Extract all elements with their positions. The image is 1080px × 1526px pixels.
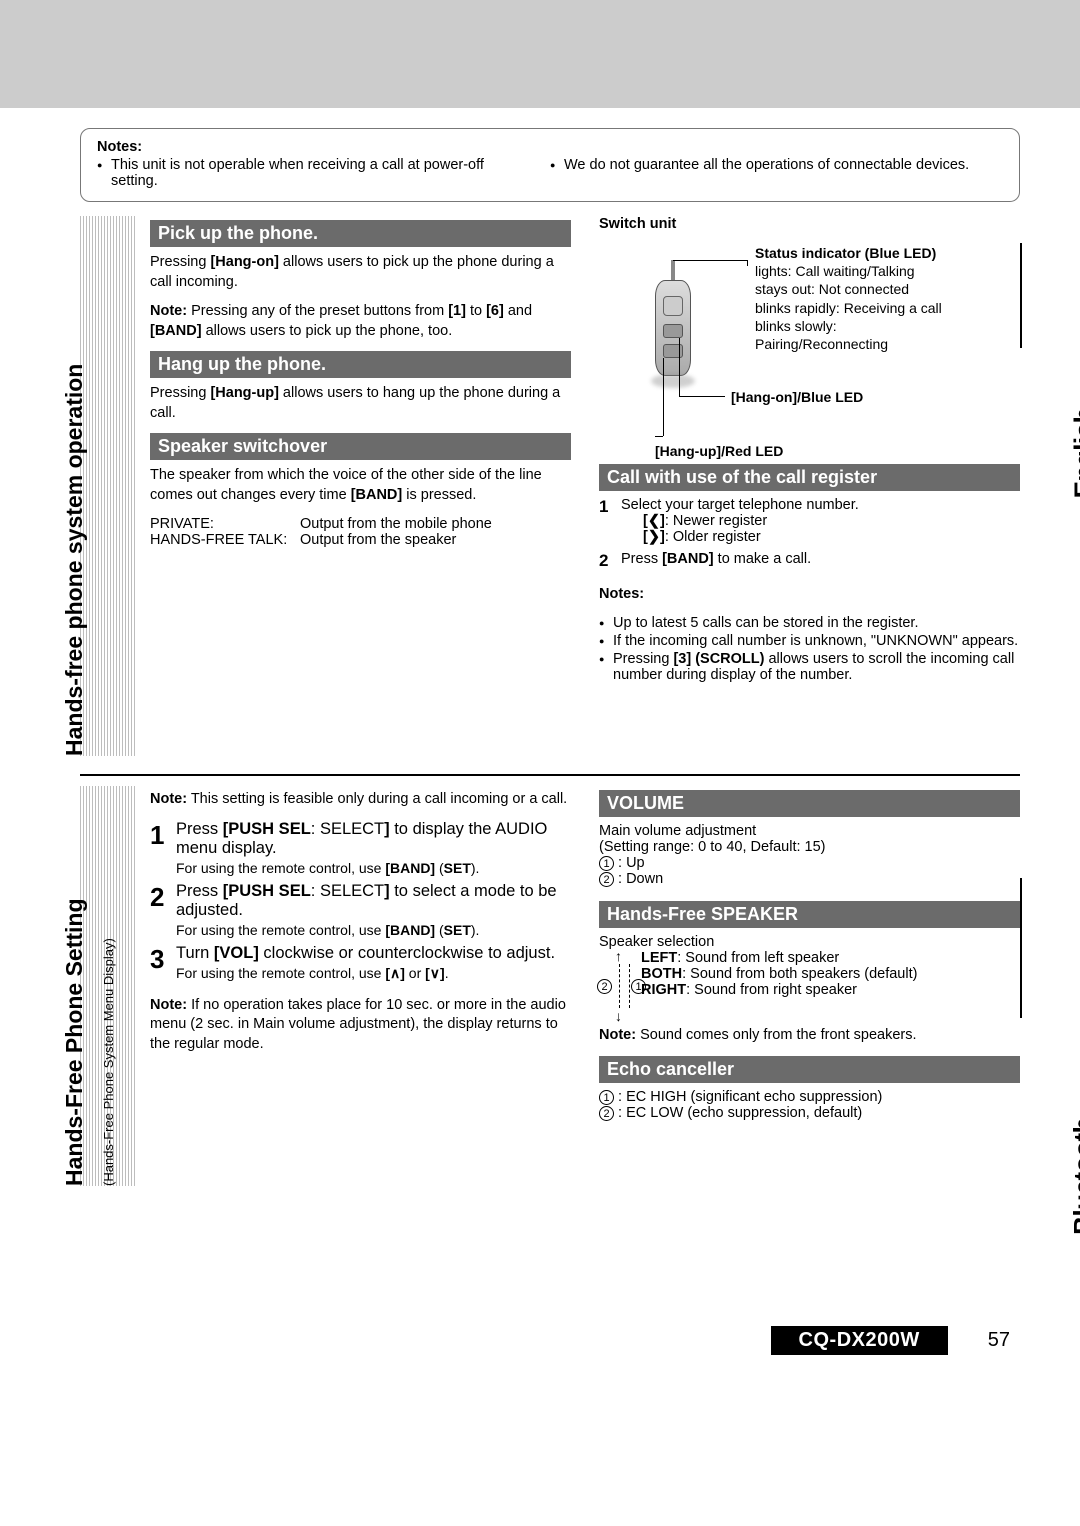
- echo-l2: 2 : EC LOW (echo suppression, default): [599, 1105, 1020, 1121]
- vstrip-operation-label: Hands-free phone system operation: [61, 364, 88, 756]
- call-reg-note3: Pressing [3] (SCROLL) allows users to sc…: [599, 651, 1020, 683]
- volume-l2: (Setting range: 0 to 40, Default: 15): [599, 839, 1020, 855]
- col-right-1: Switch unit Status indicator (Blue: [599, 216, 1020, 756]
- top-notes-title: Notes:: [97, 139, 1003, 155]
- speaker-switchover-text: The speaker from which the voice of the …: [150, 466, 571, 505]
- setting-step1: 1 Press [PUSH SEL: SELECT] to display th…: [150, 820, 571, 876]
- bar-pickup: Pick up the phone.: [150, 220, 571, 247]
- kv-private: PRIVATE:Output from the mobile phone: [150, 516, 571, 532]
- call-reg-notes-title: Notes:: [599, 586, 644, 602]
- col-right-2: VOLUME Main volume adjustment (Setting r…: [599, 786, 1020, 1186]
- top-note-left: This unit is not operable when receiving…: [111, 157, 530, 189]
- call-reg-note2: If the incoming call number is unknown, …: [599, 633, 1020, 649]
- top-notes-box: Notes: This unit is not operable when re…: [80, 128, 1020, 202]
- setting-intro-note: Note: This setting is feasible only duri…: [150, 790, 571, 810]
- divider-1: [80, 774, 1020, 776]
- remote-illustration: [647, 268, 699, 388]
- call-reg-step1: 1 Select your target telephone number. […: [599, 497, 1020, 545]
- header-grey-band: [0, 0, 1080, 108]
- kv-handsfree: HANDS-FREE TALK:Output from the speaker: [150, 532, 571, 548]
- bar-speaker-switchover: Speaker switchover: [150, 433, 571, 460]
- side-tab-bluetooth-line: [1020, 878, 1022, 1018]
- bar-echo: Echo canceller: [599, 1056, 1020, 1083]
- pickup-note: Note: Pressing any of the preset buttons…: [150, 302, 571, 341]
- vstrip-setting-label: Hands-Free Phone Setting: [61, 898, 88, 1186]
- setting-step2: 2 Press [PUSH SEL: SELECT] to select a m…: [150, 882, 571, 938]
- call-reg-note1: Up to latest 5 calls can be stored in th…: [599, 615, 1020, 631]
- col-left-2: Note: This setting is feasible only duri…: [150, 786, 571, 1186]
- switch-unit-title: Switch unit: [599, 216, 1020, 232]
- bar-hfspeaker: Hands-Free SPEAKER: [599, 901, 1020, 928]
- col-left-1: Pick up the phone. Pressing [Hang-on] al…: [150, 216, 571, 756]
- top-note-right: We do not guarantee all the operations o…: [564, 157, 969, 173]
- hfspk-note: Note: Sound comes only from the front sp…: [599, 1026, 1020, 1046]
- switch-unit-diagram: Status indicator (Blue LED) lights: Call…: [599, 238, 1020, 460]
- bar-call-register: Call with use of the call register: [599, 464, 1020, 491]
- volume-down: 2 : Down: [599, 871, 1020, 887]
- bar-volume: VOLUME: [599, 790, 1020, 817]
- side-tab-english: English: [1068, 408, 1080, 498]
- page-number: 57: [988, 1329, 1010, 1352]
- echo-l1: 1 : EC HIGH (significant echo suppressio…: [599, 1089, 1020, 1105]
- hangup-text: Pressing [Hang-up] allows users to hang …: [150, 384, 571, 423]
- section-handsfree-operation: Hands-free phone system operation Pick u…: [80, 216, 1020, 756]
- volume-up: 1 : Up: [599, 855, 1020, 871]
- setting-step3: 3 Turn [VOL] clockwise or counterclockwi…: [150, 944, 571, 982]
- setting-endnote: Note: If no operation takes place for 10…: [150, 996, 571, 1055]
- side-tab-english-line: [1020, 243, 1022, 348]
- hfspk-selector: ↑ ↓ 2 1 LEFT: Sound from left speaker BO…: [599, 950, 1020, 1022]
- model-badge: CQ-DX200W: [771, 1326, 948, 1355]
- call-reg-step2: 2 Press [BAND] to make a call.: [599, 551, 1020, 571]
- vstrip-setting-sublabel: (Hands-Free Phone System Menu Display): [101, 938, 116, 1186]
- bar-hangup: Hang up the phone.: [150, 351, 571, 378]
- hfspk-l1: Speaker selection: [599, 934, 1020, 950]
- pickup-text: Pressing [Hang-on] allows users to pick …: [150, 253, 571, 292]
- side-tab-bluetooth: Bluetooth: [1068, 1118, 1080, 1235]
- page-body: English Bluetooth Notes: This unit is no…: [0, 108, 1080, 1385]
- section-handsfree-setting: Hands-Free Phone Setting (Hands-Free Pho…: [80, 786, 1020, 1186]
- volume-l1: Main volume adjustment: [599, 823, 1020, 839]
- hangup-led-label: [Hang-up]/Red LED: [655, 442, 783, 460]
- status-indicator-text: Status indicator (Blue LED) lights: Call…: [755, 244, 985, 353]
- hangon-led-label: [Hang-on]/Blue LED: [731, 388, 863, 406]
- page-footer: CQ-DX200W 57: [80, 1326, 1020, 1355]
